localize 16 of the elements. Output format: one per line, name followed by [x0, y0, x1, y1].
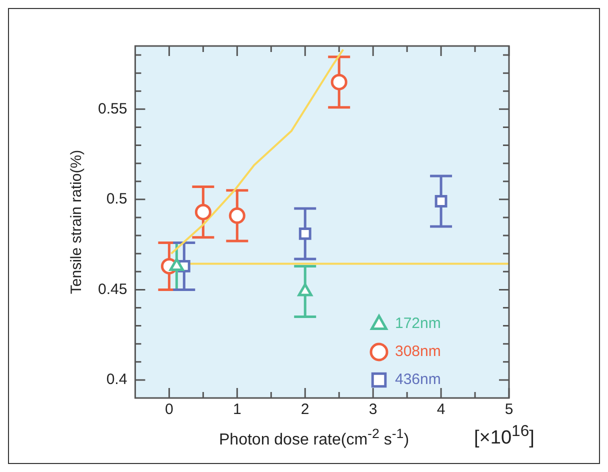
legend-label: 308nm — [395, 343, 441, 360]
x-tick-label: 1 — [232, 401, 242, 418]
x-tick-label: 5 — [504, 401, 514, 418]
y-tick-label: 0.45 — [98, 280, 128, 298]
y-tick-label: 0.55 — [98, 100, 128, 118]
text: [×10$^{16}$] — [474, 423, 534, 450]
x-tick-label: 3 — [368, 401, 378, 418]
y-tick-label: 0.5 — [106, 190, 128, 208]
x-tick-label: 2 — [300, 401, 310, 418]
legend-label: 172nm — [395, 315, 441, 332]
x-tick-label: 4 — [436, 401, 446, 418]
x-axis-title: Photon dose rate(cm$^{-2}$ s$^{-1}$) — [219, 426, 410, 450]
y-axis-title: Tensile strain ratio(%) — [68, 150, 86, 294]
legend-label: 436nm — [395, 371, 441, 388]
x-tick-label: 0 — [165, 401, 174, 418]
y-tick-label: 0.4 — [106, 371, 128, 388]
